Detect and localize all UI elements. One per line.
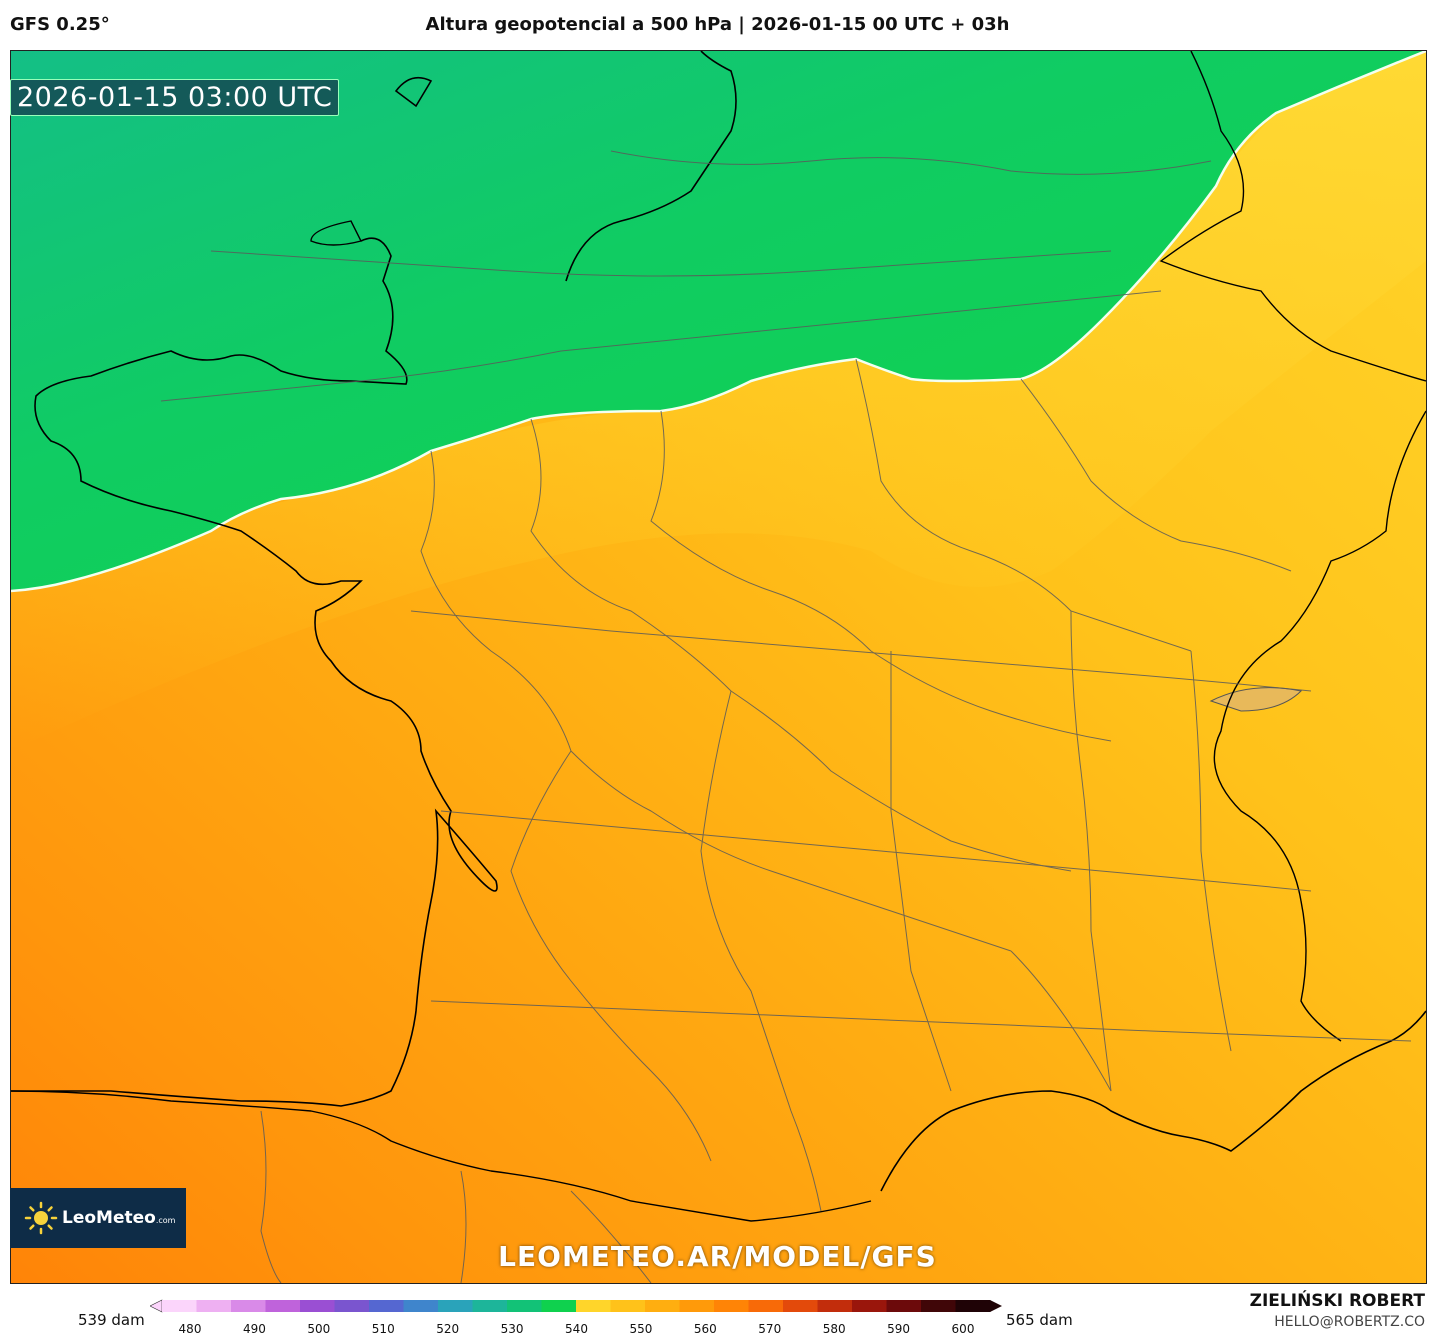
- author-name: ZIELIŃSKI ROBERT: [1249, 1291, 1425, 1311]
- department-boundaries: [160, 150, 1412, 1283]
- model-label: GFS 0.25°: [10, 14, 110, 35]
- colorbar-tick-label: 500: [307, 1322, 331, 1336]
- mediterranean-coastline: [880, 1010, 1426, 1192]
- colorbar-segment: [955, 1300, 991, 1312]
- colorbar-segment: [231, 1300, 266, 1312]
- colorbar-segment: [783, 1300, 818, 1312]
- colorbar-segment: [403, 1300, 439, 1312]
- colorbar-segment: [645, 1300, 680, 1312]
- colorbar-tick-label: 600: [951, 1322, 975, 1336]
- atlantic-coastline: [11, 76, 498, 1107]
- colorbar-tick-label: 590: [887, 1322, 911, 1336]
- logo-text: LeoMeteo.com: [62, 1208, 176, 1228]
- colorbar: [149, 1298, 1002, 1318]
- legend-max-label: 565 dam: [1006, 1311, 1073, 1329]
- colorbar-tick-label: 580: [822, 1322, 846, 1336]
- source-watermark: LEOMETEO.AR/MODEL/GFS: [498, 1240, 937, 1273]
- colorbar-segment: [886, 1300, 922, 1312]
- colorbar-tick-label: 540: [565, 1322, 588, 1336]
- colorbar-segment: [748, 1300, 784, 1312]
- colorbar-segment: [196, 1300, 232, 1312]
- colorbar-tick-label: 570: [758, 1322, 782, 1336]
- colorbar-segment: [472, 1300, 508, 1312]
- colorbar-tick-label: 550: [629, 1322, 653, 1336]
- colorbar-segment: [369, 1300, 404, 1312]
- colorbar-tick-label: 480: [178, 1322, 202, 1336]
- colorbar-segment: [714, 1300, 749, 1312]
- colorbar-segment: [817, 1300, 853, 1312]
- legend-min-label: 539 dam: [78, 1311, 145, 1329]
- forecast-map[interactable]: [10, 50, 1427, 1284]
- colorbar-segment: [438, 1300, 473, 1312]
- colorbar-tick-label: 530: [500, 1322, 524, 1336]
- colorbar-min-arrow: [149, 1299, 163, 1313]
- colorbar-segment: [576, 1300, 611, 1312]
- colorbar-segment: [610, 1300, 646, 1312]
- northeastern-border: [1159, 51, 1426, 382]
- cold-air-field: [11, 51, 1426, 591]
- channel-islands: [310, 220, 363, 246]
- map-title: Altura geopotencial a 500 hPa | 2026-01-…: [425, 14, 1010, 35]
- channel-coastline: [565, 51, 737, 282]
- colorbar-segment: [507, 1300, 542, 1312]
- colorbar-segment: [541, 1300, 577, 1312]
- sun-icon: [24, 1201, 58, 1235]
- colorbar-segment: [921, 1300, 956, 1312]
- colorbar-tick-label: 490: [242, 1322, 266, 1336]
- colorbar-segment: [334, 1300, 370, 1312]
- colorbar-tick-label: 520: [436, 1322, 460, 1336]
- colorbar-segment: [852, 1300, 887, 1312]
- colorbar-segment: [300, 1300, 335, 1312]
- colorbar-max-arrow: [990, 1300, 1002, 1312]
- colorbar-svg: [149, 1299, 1002, 1313]
- yellow-band: [11, 51, 1426, 751]
- colorbar-segment: [162, 1300, 197, 1312]
- isoline-552: [11, 51, 1426, 593]
- colorbar-tick-label: 560: [693, 1322, 717, 1336]
- map-canvas: [11, 51, 1426, 1283]
- valid-time-badge: 2026-01-15 03:00 UTC: [10, 79, 340, 116]
- colorbar-ticks: 480 490 500 510 520 530 540 550 560 570 580 590 600: [0, 1322, 1435, 1338]
- eastern-border: [1213, 410, 1426, 1042]
- author-email[interactable]: HELLO@ROBERTZ.CO: [1274, 1314, 1425, 1330]
- pyrenees-border: [11, 1090, 872, 1222]
- leometeo-logo[interactable]: LeoMeteo.com: [10, 1188, 186, 1248]
- colorbar-segment: [265, 1300, 301, 1312]
- colorbar-tick-label: 510: [371, 1322, 395, 1336]
- lake-geneva: [1209, 687, 1303, 712]
- colorbar-segment: [679, 1300, 715, 1312]
